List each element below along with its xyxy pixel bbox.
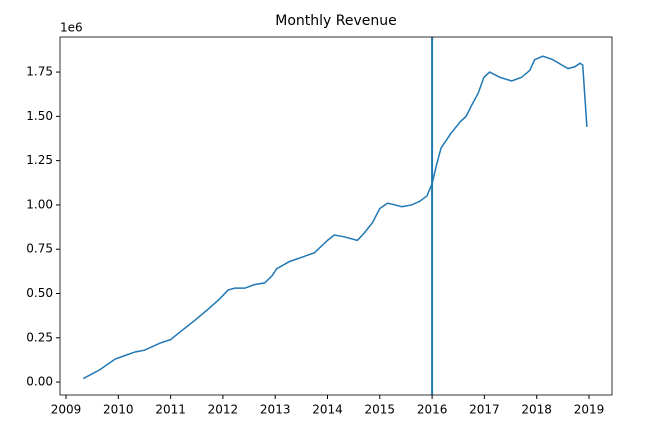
y-tick-label: 0.50 (26, 286, 53, 300)
y-tick-label: 0.00 (26, 375, 53, 389)
x-tick-label: 2017 (469, 403, 500, 417)
x-tick-label: 2018 (521, 403, 552, 417)
y-tick-label: 1.25 (26, 153, 53, 167)
y-tick-label: 1.75 (26, 65, 53, 79)
x-tick-label: 2013 (260, 403, 291, 417)
x-tick-label: 2015 (365, 403, 396, 417)
y-tick-label: 1.00 (26, 197, 53, 211)
x-tick-label: 2010 (103, 403, 134, 417)
line (82, 55, 588, 380)
y-offset-label: 1e6 (60, 21, 83, 35)
x-tick-label: 2016 (417, 403, 448, 417)
y-tick-label: 0.75 (26, 242, 53, 256)
x-tick-label: 2012 (208, 403, 239, 417)
x-tick-label: 2019 (574, 403, 605, 417)
x-tick-label: 2014 (312, 403, 343, 417)
x-tick-label: 2011 (155, 403, 186, 417)
chart-title: Monthly Revenue (275, 13, 396, 29)
y-tick-label: 0.25 (26, 330, 53, 344)
plot-frame (59, 36, 613, 396)
x-tick-label: 2009 (51, 403, 82, 417)
y-tick-label: 1.50 (26, 109, 53, 123)
